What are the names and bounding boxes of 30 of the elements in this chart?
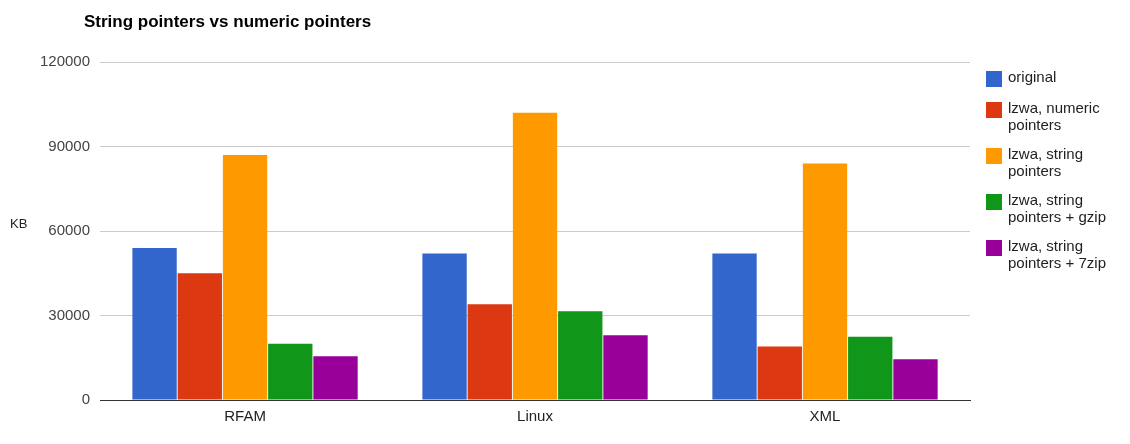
legend-label: lzwa, string pointers + gzip [1008, 191, 1107, 225]
x-tick-label: RFAM [224, 407, 266, 425]
x-tick-label: XML [809, 407, 841, 425]
bar [422, 253, 467, 400]
y-tick-label: 90000 [48, 136, 91, 154]
bar [222, 154, 268, 400]
legend-label: original [1008, 68, 1057, 85]
legend-label: lzwa, numeric pointers [1008, 99, 1101, 133]
y-tick-label: 30000 [48, 305, 91, 323]
bar [512, 112, 558, 400]
chart-title: String pointers vs numeric pointers [84, 12, 372, 32]
legend-label: lzwa, string pointers + 7zip [1008, 237, 1107, 271]
legend-label: lzwa, string pointers [1008, 145, 1085, 179]
bar [313, 356, 358, 400]
y-axis-title: KB [10, 216, 28, 231]
bar [893, 359, 938, 400]
bar [802, 163, 848, 400]
bar [177, 273, 222, 400]
x-tick-label: Linux [517, 407, 554, 425]
bar [757, 346, 802, 400]
bar [712, 253, 757, 400]
y-tick-label: 60000 [48, 221, 91, 239]
bar [603, 335, 648, 400]
bar [848, 336, 893, 400]
bar [558, 311, 603, 400]
bar [132, 247, 177, 400]
bar [268, 343, 313, 400]
y-tick-label: 0 [81, 390, 91, 408]
y-tick-label: 120000 [39, 52, 91, 70]
bar [467, 304, 512, 400]
